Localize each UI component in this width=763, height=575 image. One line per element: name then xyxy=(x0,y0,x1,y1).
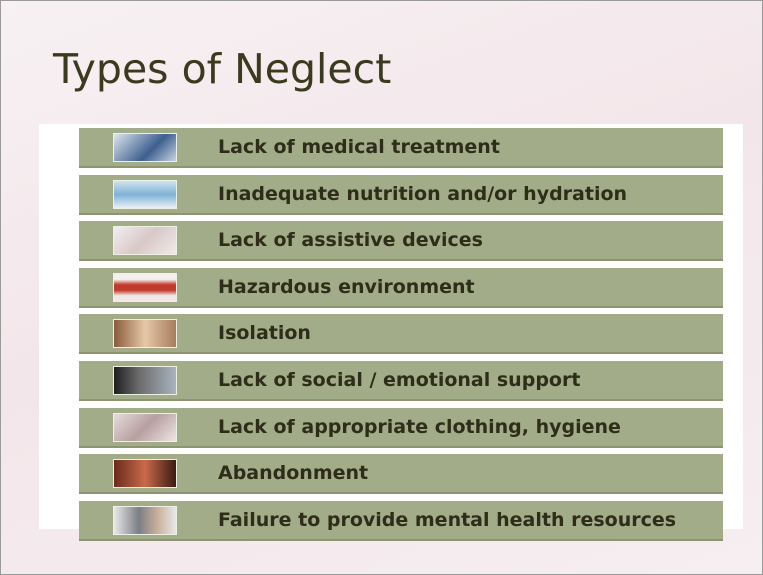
row-label: Abandonment xyxy=(218,462,368,484)
row-label: Inadequate nutrition and/or hydration xyxy=(218,183,627,205)
row-icon xyxy=(113,506,177,535)
row-label: Lack of assistive devices xyxy=(218,229,483,251)
neglect-row: Hazardous environment xyxy=(79,268,723,308)
neglect-row: Inadequate nutrition and/or hydration xyxy=(79,175,723,215)
row-label: Lack of social / emotional support xyxy=(218,369,580,391)
row-icon xyxy=(113,133,177,162)
neglect-row: Failure to provide mental health resourc… xyxy=(79,501,723,541)
row-label: Lack of appropriate clothing, hygiene xyxy=(218,416,621,438)
neglect-row: Isolation xyxy=(79,314,723,354)
neglect-row: Lack of assistive devices xyxy=(79,221,723,261)
row-icon xyxy=(113,180,177,209)
row-label: Failure to provide mental health resourc… xyxy=(218,509,676,531)
row-icon xyxy=(113,273,177,302)
list-panel: Lack of medical treatment Inadequate nutr… xyxy=(39,124,743,529)
row-icon xyxy=(113,319,177,348)
neglect-row: Abandonment xyxy=(79,454,723,494)
row-icon xyxy=(113,459,177,488)
row-label: Isolation xyxy=(218,322,311,344)
row-icon xyxy=(113,366,177,395)
row-icon xyxy=(113,413,177,442)
neglect-row: Lack of appropriate clothing, hygiene xyxy=(79,408,723,448)
row-label: Lack of medical treatment xyxy=(218,136,500,158)
neglect-row: Lack of medical treatment xyxy=(79,128,723,168)
slide: Types of Neglect Lack of medical treatme… xyxy=(0,0,763,575)
slide-title: Types of Neglect xyxy=(53,45,391,93)
row-icon xyxy=(113,226,177,255)
neglect-row: Lack of social / emotional support xyxy=(79,361,723,401)
row-label: Hazardous environment xyxy=(218,276,475,298)
